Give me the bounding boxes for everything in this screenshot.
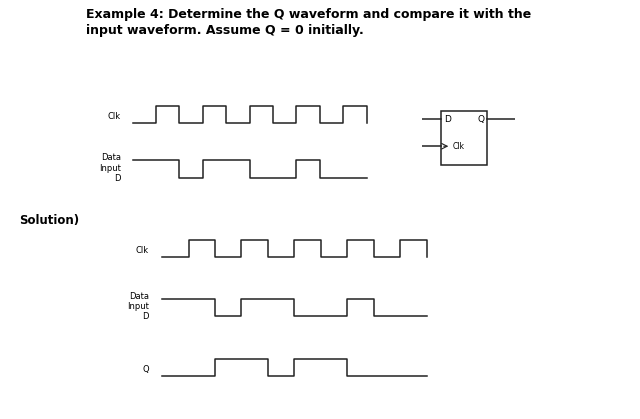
Text: Clk: Clk [136, 246, 149, 255]
Text: Input: Input [99, 164, 121, 173]
Text: Input: Input [127, 302, 149, 311]
Text: Solution): Solution) [19, 214, 79, 227]
Text: Example 4: Determine the Q waveform and compare it with the: Example 4: Determine the Q waveform and … [86, 8, 532, 21]
Text: D: D [115, 174, 121, 183]
Text: Q: Q [142, 365, 149, 374]
Text: Data: Data [129, 292, 149, 301]
Text: Data: Data [101, 153, 121, 163]
Text: input waveform. Assume Q = 0 initially.: input waveform. Assume Q = 0 initially. [86, 24, 364, 37]
Text: D: D [142, 313, 149, 321]
Text: Clk: Clk [108, 112, 121, 121]
Text: Clk: Clk [453, 142, 465, 151]
Text: Q: Q [477, 115, 484, 124]
Text: D: D [444, 115, 451, 124]
